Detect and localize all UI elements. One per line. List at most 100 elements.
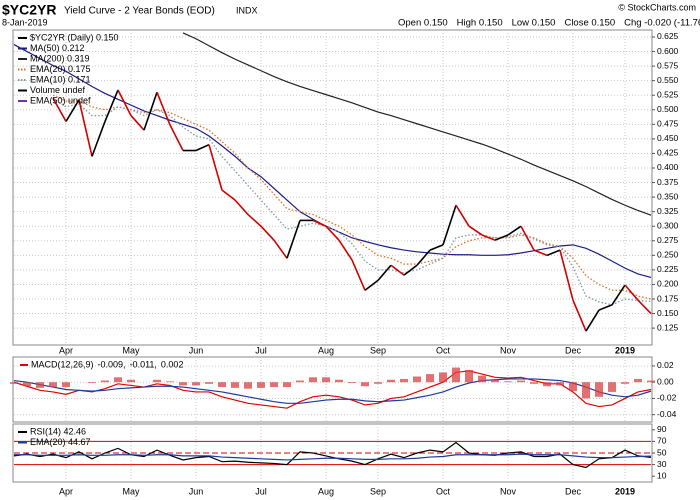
price-segment bbox=[598, 304, 613, 311]
x-tick-label: Apr bbox=[59, 345, 73, 355]
price-segment bbox=[611, 284, 626, 306]
price-segment bbox=[208, 144, 223, 191]
y-tick-label: 50 bbox=[657, 447, 667, 457]
x-tick-label: Jun bbox=[189, 486, 204, 496]
histogram-bar bbox=[465, 370, 473, 383]
x-tick-label: Sep bbox=[370, 345, 386, 355]
quote-item: Close 0.150 bbox=[564, 18, 615, 29]
quote-item: Open 0.150 bbox=[398, 18, 448, 29]
histogram-bar bbox=[10, 382, 18, 384]
histogram-bar bbox=[452, 367, 460, 383]
histogram-bar bbox=[400, 378, 408, 383]
price-segment bbox=[169, 124, 184, 151]
price-segment bbox=[312, 219, 327, 227]
x-tick-label: Oct bbox=[436, 345, 451, 355]
histogram-bar bbox=[23, 382, 31, 387]
legend-entry: EMA(10) 0.171 bbox=[30, 74, 91, 84]
x-tick-label: Jun bbox=[189, 345, 204, 355]
price-segment bbox=[416, 249, 431, 266]
price-segment bbox=[286, 220, 301, 259]
x-tick-label: Dec bbox=[565, 345, 582, 355]
histogram-bar bbox=[244, 382, 252, 389]
histogram-bar bbox=[361, 382, 369, 387]
exchange: INDX bbox=[236, 5, 258, 15]
histogram-bar bbox=[335, 379, 343, 383]
histogram-bar bbox=[270, 382, 278, 388]
price-segment bbox=[247, 213, 262, 227]
price-segment bbox=[559, 249, 574, 301]
price-segment bbox=[91, 121, 106, 157]
symbol: $YC2YR bbox=[2, 2, 56, 18]
legend-entry: -0.009, bbox=[98, 359, 126, 369]
price-segment bbox=[195, 143, 210, 152]
x-tick-label: Nov bbox=[500, 486, 517, 496]
histogram-bar bbox=[153, 379, 161, 383]
histogram-bar bbox=[491, 379, 499, 383]
y-tick-label: 0.250 bbox=[657, 250, 679, 260]
histogram-bar bbox=[36, 382, 44, 388]
price-segment bbox=[325, 225, 340, 241]
price-segment bbox=[507, 225, 522, 236]
y-tick-label: 0.175 bbox=[657, 293, 679, 303]
y-tick-label: 0.325 bbox=[657, 206, 679, 216]
histogram-bar bbox=[634, 378, 642, 383]
price-segment bbox=[260, 225, 275, 241]
series-line bbox=[13, 378, 652, 404]
price-segment bbox=[364, 279, 379, 291]
histogram-bar bbox=[205, 382, 213, 384]
price-segment bbox=[78, 99, 93, 157]
histogram-bar bbox=[647, 380, 655, 383]
histogram-bar bbox=[257, 382, 265, 388]
histogram-bar bbox=[127, 379, 135, 383]
price-segment bbox=[403, 264, 418, 276]
legend-entry: MA(50) 0.212 bbox=[30, 43, 85, 53]
histogram-bar bbox=[231, 382, 239, 388]
legend-label: MACD(12,26,9) bbox=[31, 359, 94, 369]
histogram-bar bbox=[582, 382, 590, 399]
histogram-bar bbox=[426, 374, 434, 383]
histogram-bar bbox=[569, 382, 577, 392]
y-tick-label: 0.02 bbox=[657, 360, 674, 370]
histogram-bar bbox=[49, 382, 57, 388]
price-segment bbox=[585, 309, 600, 332]
price-segment bbox=[390, 264, 405, 276]
y-tick-label: 90 bbox=[657, 424, 667, 434]
price-segment bbox=[494, 234, 509, 241]
y-tick-label: 0.200 bbox=[657, 279, 679, 289]
histogram-bar bbox=[621, 382, 629, 384]
x-tick-label: Sep bbox=[370, 486, 386, 496]
price-segment bbox=[221, 189, 236, 201]
y-tick-label: 0.275 bbox=[657, 235, 679, 245]
legend-entry: EMA(50) undef bbox=[30, 95, 91, 105]
histogram-bar bbox=[114, 377, 122, 383]
price-segment bbox=[546, 249, 561, 257]
histogram-bar bbox=[543, 382, 551, 387]
histogram-bar bbox=[166, 381, 174, 383]
y-tick-label: 0.400 bbox=[657, 162, 679, 172]
price-segment bbox=[637, 299, 652, 315]
y-tick-label: 0.00 bbox=[657, 376, 674, 386]
histogram-bar bbox=[309, 377, 317, 383]
price-segment bbox=[572, 299, 587, 332]
quote-item: Low 0.150 bbox=[512, 18, 556, 29]
price-segment bbox=[624, 284, 639, 301]
histogram-bar bbox=[283, 382, 291, 388]
series-line bbox=[13, 441, 652, 469]
y-tick-label: 30 bbox=[657, 459, 667, 469]
x-tick-label: Dec bbox=[565, 486, 582, 496]
price-segment bbox=[156, 92, 171, 126]
y-tick-label: 0.500 bbox=[657, 104, 679, 114]
legend-entry: EMA(20) 0.175 bbox=[30, 64, 91, 74]
histogram-bar bbox=[608, 382, 616, 392]
price-segment bbox=[468, 225, 483, 236]
legend-entry: MA(200) 0.319 bbox=[30, 53, 90, 63]
histogram-bar bbox=[413, 376, 421, 383]
histogram-bar bbox=[517, 380, 525, 383]
histogram-bar bbox=[504, 381, 512, 383]
price-segment bbox=[455, 204, 470, 227]
x-tick-label: Aug bbox=[318, 345, 334, 355]
price-segment bbox=[104, 89, 119, 122]
price-segment bbox=[273, 239, 288, 259]
histogram-bar bbox=[88, 382, 96, 383]
